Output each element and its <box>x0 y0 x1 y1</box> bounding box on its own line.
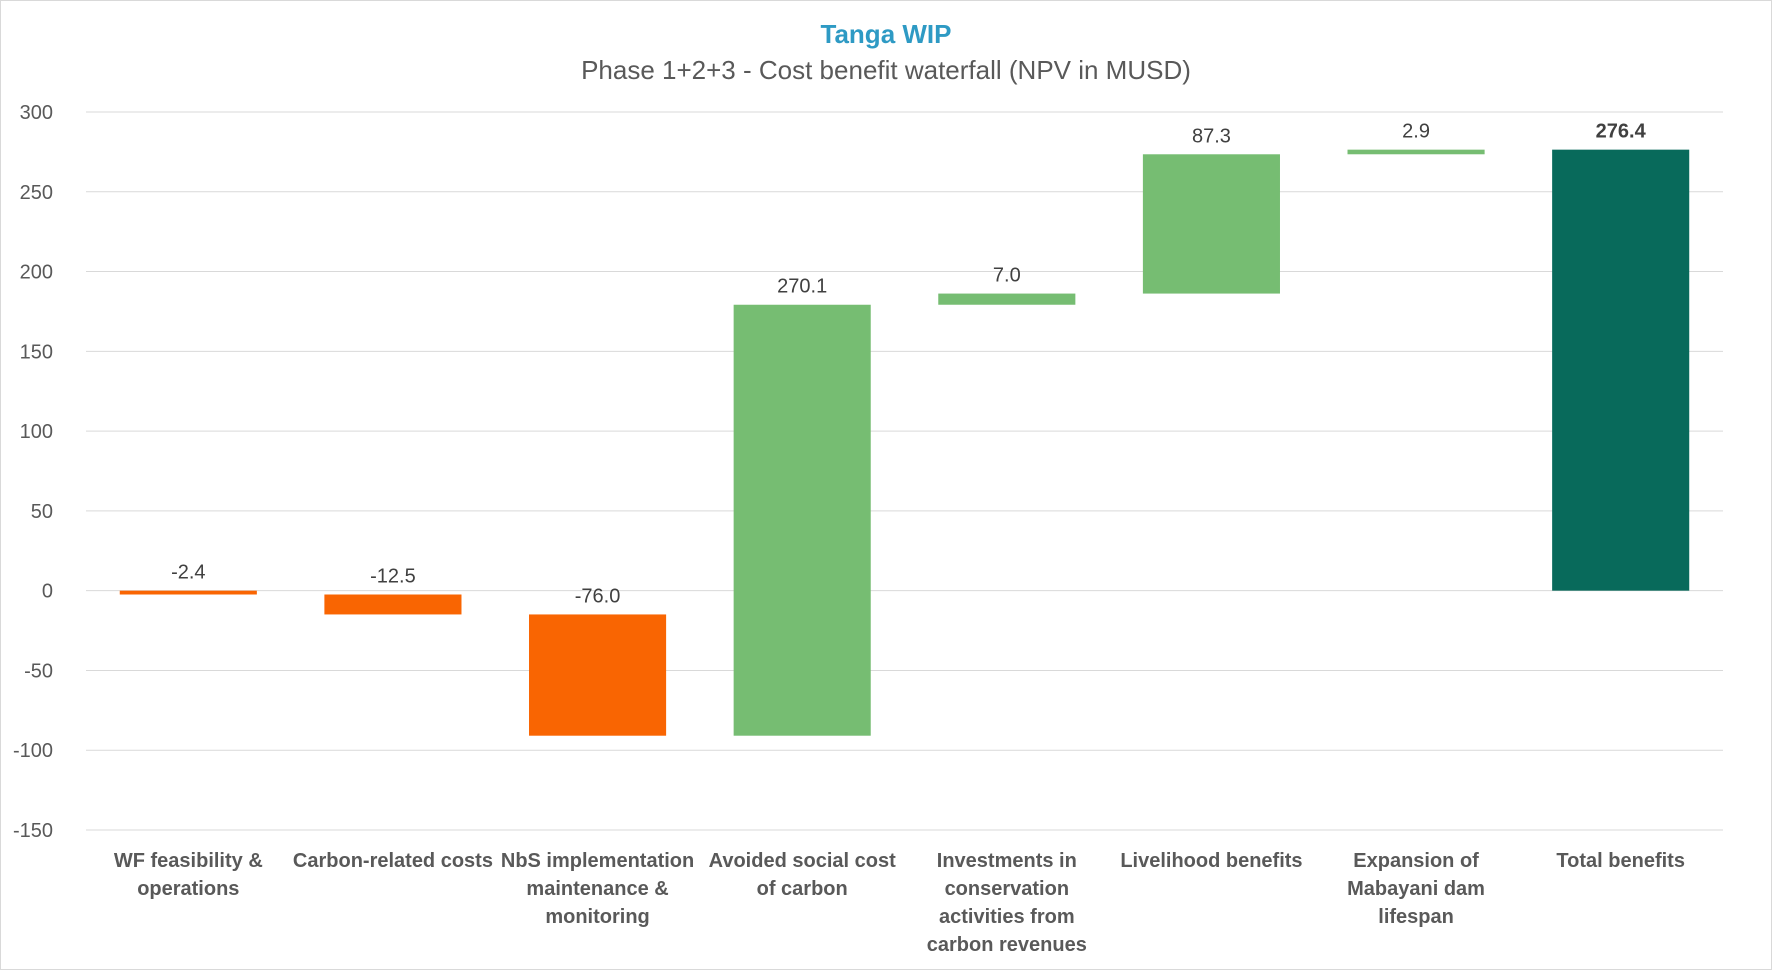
category-label: lifespan <box>1378 906 1454 928</box>
chart-title: Tanga WIP <box>821 19 952 49</box>
category-labels: WF feasibility & operations Carbon-related… <box>114 850 1685 956</box>
category-label: conservation <box>945 878 1069 900</box>
benefit-bar <box>733 304 871 736</box>
y-tick-label: 150 <box>20 341 53 363</box>
y-tick-label: 50 <box>31 501 53 523</box>
category-label: Total benefits <box>1556 850 1685 872</box>
data-label: -2.4 <box>171 562 205 584</box>
data-label: 2.9 <box>1402 121 1430 143</box>
cost-bar <box>119 590 257 595</box>
category-label: Investments in <box>937 850 1077 872</box>
category-label: monitoring <box>545 906 649 928</box>
data-label: 7.0 <box>993 265 1021 287</box>
total-bar <box>1552 149 1690 591</box>
bars <box>119 149 1690 736</box>
category-label: NbS implementation <box>501 850 694 872</box>
data-label: -76.0 <box>575 585 621 607</box>
y-tick-label: 250 <box>20 182 53 204</box>
y-tick-label: 200 <box>20 262 53 284</box>
category-label: WF feasibility & <box>114 850 263 872</box>
cost-bar <box>324 594 462 615</box>
y-tick-label: 300 <box>20 102 53 124</box>
y-tick-label: -100 <box>13 740 53 762</box>
data-label: 270.1 <box>777 276 827 298</box>
data-label: 276.4 <box>1596 121 1647 143</box>
category-label: carbon revenues <box>927 934 1087 956</box>
benefit-bar <box>1347 149 1485 155</box>
data-label: 87.3 <box>1192 125 1231 147</box>
category-label: Avoided social cost <box>709 850 896 872</box>
data-label: -12.5 <box>370 565 416 587</box>
y-tick-label: -150 <box>13 820 53 842</box>
data-labels: -2.4 -12.5 -76.0 270.1 7.0 87.3 2.9 276.4 <box>171 121 1647 608</box>
y-tick-label: -50 <box>24 660 53 682</box>
category-label: operations <box>137 878 239 900</box>
y-axis-ticks: 300 250 200 150 100 50 0 -50 -100 -150 <box>13 102 53 842</box>
y-tick-label: 100 <box>20 421 53 443</box>
category-label: Expansion of <box>1353 850 1479 872</box>
category-label: maintenance & <box>526 878 668 900</box>
category-label: of carbon <box>757 878 848 900</box>
benefit-bar <box>938 293 1076 305</box>
benefit-bar <box>1142 154 1280 294</box>
category-label: activities from <box>939 906 1075 928</box>
gridlines <box>86 111 1723 831</box>
category-label: Livelihood benefits <box>1120 850 1302 872</box>
category-label: Carbon-related costs <box>293 850 493 872</box>
category-label: Mabayani dam <box>1347 878 1485 900</box>
chart-subtitle: Phase 1+2+3 - Cost benefit waterfall (NP… <box>581 55 1191 85</box>
cost-bar <box>529 614 667 736</box>
y-tick-label: 0 <box>42 581 53 603</box>
